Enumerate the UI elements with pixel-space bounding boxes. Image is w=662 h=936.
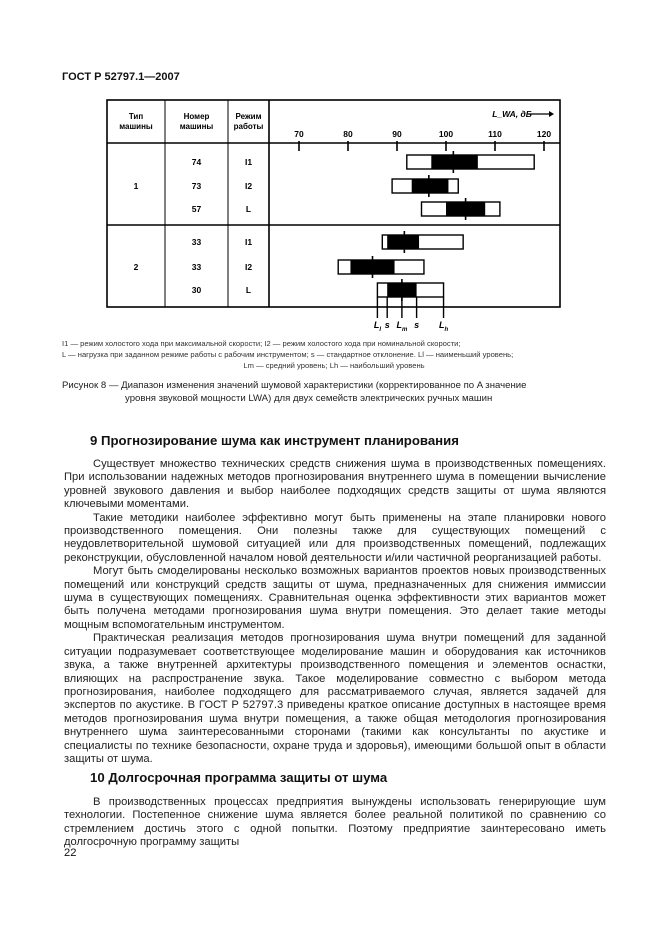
operating-mode: I2: [245, 181, 252, 191]
paragraph: Могут быть смоделированы несколько возмо…: [64, 565, 606, 631]
axis-label: L_WA, дБ: [492, 109, 532, 119]
column-header: Режим: [236, 112, 262, 121]
section-10-heading: 10 Долгосрочная программа защиты от шума: [90, 770, 388, 785]
machine-number: 33: [192, 262, 202, 272]
machine-number: 73: [192, 181, 202, 191]
notes-line-2: L — нагрузка при заданном режиме работы …: [62, 350, 514, 359]
column-header: Тип: [129, 112, 144, 121]
key-label: s: [414, 320, 419, 330]
operating-mode: L: [246, 204, 251, 214]
operating-mode: I2: [245, 262, 252, 272]
key-label: Ll: [374, 320, 382, 333]
column-header: машины: [180, 122, 214, 131]
key-label: Lh: [439, 320, 449, 333]
section-9-body: Существует множество технических средств…: [64, 458, 606, 766]
operating-mode: I1: [245, 157, 252, 167]
std-band: [387, 235, 420, 249]
column-header: Номер: [184, 112, 210, 121]
column-header: работы: [234, 122, 264, 131]
figure-caption: Рисунок 8 — Диапазон изменения значений …: [62, 380, 606, 405]
paragraph: Практическая реализация методов прогнози…: [64, 632, 606, 765]
tick-label: 100: [439, 129, 453, 139]
key-label: Lm: [396, 320, 408, 333]
paragraph: Такие методики наиболее эффективно могут…: [64, 511, 606, 564]
tick-label: 120: [537, 129, 551, 139]
notes-line-1: I1 — режим холостого хода при максимальн…: [62, 339, 461, 348]
axis-arrowhead: [549, 111, 554, 117]
tick-label: 80: [343, 129, 353, 139]
column-header: машины: [119, 122, 153, 131]
tick-label: 90: [392, 129, 402, 139]
key-label: s: [385, 320, 390, 330]
std-band: [431, 155, 478, 169]
document-header: ГОСТ Р 52797.1—2007: [62, 71, 180, 83]
tick-label: 70: [294, 129, 304, 139]
caption-line-1: Рисунок 8 — Диапазон изменения значений …: [62, 380, 527, 391]
std-band: [411, 179, 449, 193]
machine-number: 74: [192, 157, 202, 167]
table-frame: [106, 99, 561, 308]
page-number: 22: [64, 847, 77, 859]
machine-number: 30: [192, 285, 202, 295]
notes-line-3: Lm — средний уровень; Lh — наибольший ур…: [243, 361, 425, 370]
figure-notes: I1 — режим холостого хода при максимальн…: [62, 338, 606, 371]
operating-mode: I1: [245, 237, 252, 247]
paragraph: В производственных процессах предприятия…: [64, 796, 606, 849]
machine-type: 1: [134, 181, 139, 191]
caption-line-2: уровня звуковой мощности LWA) для двух с…: [125, 392, 493, 404]
paragraph: Существует множество технических средств…: [64, 458, 606, 511]
operating-mode: L: [246, 285, 251, 295]
machine-number: 57: [192, 204, 202, 214]
section-10-body: В производственных процессах предприятия…: [64, 796, 606, 850]
machine-type: 2: [134, 262, 139, 272]
machine-number: 33: [192, 237, 202, 247]
tick-label: 110: [488, 129, 502, 139]
section-9-heading: 9 Прогнозирование шума как инструмент пл…: [90, 433, 459, 448]
